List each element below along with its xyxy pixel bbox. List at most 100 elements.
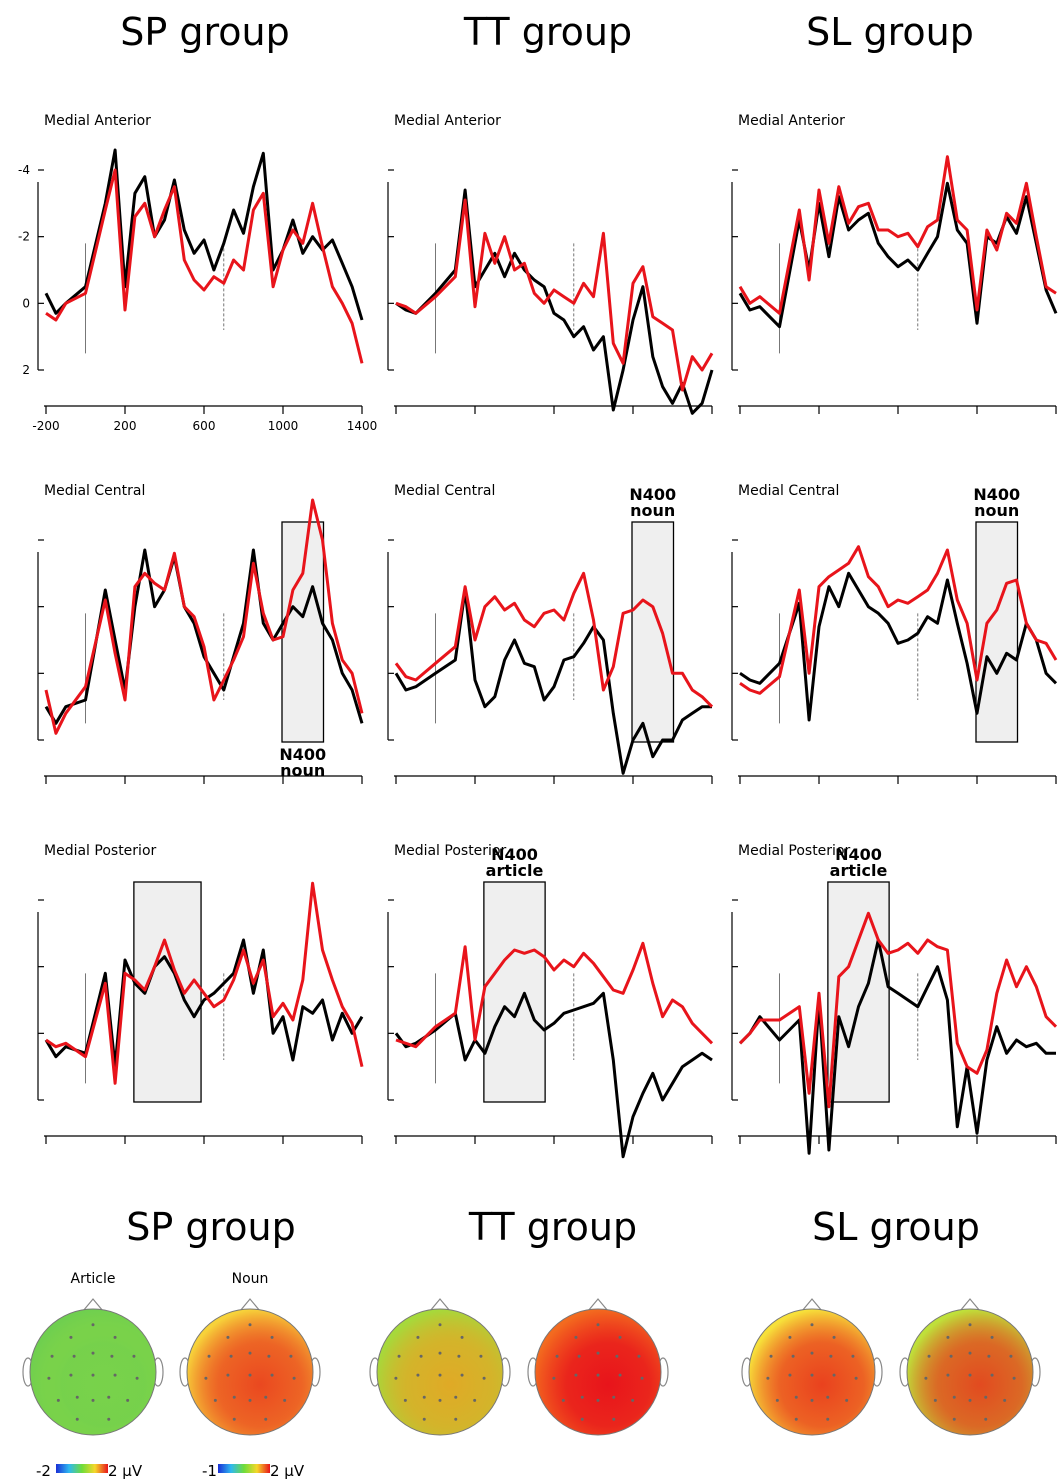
- electrode: [438, 1323, 442, 1327]
- x-tick-label: 1400: [347, 419, 378, 433]
- panel-sp-group-medial-posterior: Medial Posterior: [37, 843, 364, 1144]
- electrode: [984, 1417, 988, 1421]
- topo-label-article: Article: [71, 1271, 116, 1287]
- electrode: [810, 1373, 814, 1377]
- electrode: [949, 1354, 953, 1358]
- electrode: [479, 1354, 483, 1358]
- head-map: [376, 1308, 504, 1436]
- series-line-red: [44, 498, 364, 735]
- panel-title: Medial Anterior: [738, 113, 845, 129]
- electrode: [47, 1376, 51, 1380]
- electrode: [640, 1376, 644, 1380]
- topomap-tt-group-noun: [527, 1298, 669, 1436]
- electrode: [968, 1323, 972, 1327]
- nose: [801, 1298, 823, 1312]
- n400-label: noun: [630, 501, 675, 520]
- nose: [959, 1298, 981, 1312]
- electrode: [618, 1373, 622, 1377]
- electrode: [438, 1351, 442, 1355]
- topomap-sl-group-noun: [899, 1298, 1041, 1436]
- electrode: [968, 1373, 972, 1377]
- bottom-title-tt: TT group: [468, 1205, 637, 1249]
- electrode: [126, 1398, 130, 1402]
- n400-label: noun: [974, 501, 1019, 520]
- electrode: [631, 1398, 635, 1402]
- electrode: [394, 1376, 398, 1380]
- electrode: [482, 1376, 486, 1380]
- electrode: [460, 1373, 464, 1377]
- electrode: [990, 1373, 994, 1377]
- topomap-tt-group-article: [369, 1298, 511, 1436]
- panel-title: Medial Central: [738, 483, 839, 499]
- scale-noun-max: 2 μV: [270, 1462, 305, 1480]
- electrode: [473, 1398, 477, 1402]
- electrode: [990, 1335, 994, 1339]
- topomap-sl-group-article: [741, 1298, 883, 1436]
- electrode: [826, 1395, 830, 1399]
- panel-title: Medial Posterior: [394, 843, 507, 859]
- electrode: [968, 1351, 972, 1355]
- panel-tt-group-medial-anterior: Medial Anterior: [387, 113, 714, 415]
- electrode: [91, 1398, 95, 1402]
- electrode: [267, 1354, 271, 1358]
- electrode: [110, 1354, 114, 1358]
- series-line-red: [394, 571, 714, 708]
- electrode: [422, 1395, 426, 1399]
- electrode: [854, 1376, 858, 1380]
- erp-panels: Medial Anterior-200 200 600 1000 1400-4-202M…: [18, 113, 1058, 1159]
- electrode: [794, 1417, 798, 1421]
- series-line-black: [738, 181, 1058, 329]
- electrode: [91, 1373, 95, 1377]
- electrode: [56, 1398, 60, 1402]
- electrode: [416, 1335, 420, 1339]
- electrode: [574, 1373, 578, 1377]
- series-line-red: [45, 881, 364, 1085]
- n400-label: N400: [491, 845, 538, 864]
- nose: [239, 1298, 261, 1312]
- x-tick-label: 600: [193, 419, 216, 433]
- scale-noun-min: -1: [202, 1462, 217, 1480]
- electrode: [113, 1335, 117, 1339]
- electrode: [775, 1398, 779, 1402]
- top-title-sp: SP group: [120, 10, 289, 54]
- electrode: [232, 1417, 236, 1421]
- top-title-tt: TT group: [463, 10, 632, 54]
- electrode: [561, 1398, 565, 1402]
- electrode: [91, 1351, 95, 1355]
- scale-article-bar: [56, 1464, 108, 1473]
- electrode: [248, 1351, 252, 1355]
- electrode: [454, 1417, 458, 1421]
- electrode: [788, 1335, 792, 1339]
- electrode: [248, 1373, 252, 1377]
- electrode: [91, 1323, 95, 1327]
- series-line-red: [45, 168, 364, 364]
- electrode: [612, 1395, 616, 1399]
- top-title-sl: SL group: [806, 10, 974, 54]
- n400-window: [483, 881, 546, 1103]
- electrode: [596, 1398, 600, 1402]
- electrode: [791, 1354, 795, 1358]
- bottom-title-sl: SL group: [812, 1205, 980, 1249]
- electrode: [438, 1398, 442, 1402]
- electrode: [1003, 1398, 1007, 1402]
- topo-label-noun: Noun: [232, 1271, 269, 1287]
- n400-label: N400: [279, 745, 326, 764]
- x-tick-label: 1000: [268, 419, 299, 433]
- electrode: [946, 1373, 950, 1377]
- electrode: [984, 1395, 988, 1399]
- series-line-red: [739, 545, 1058, 695]
- nose: [429, 1298, 451, 1312]
- electrode: [826, 1417, 830, 1421]
- head-map: [534, 1308, 662, 1436]
- series-line-red: [395, 941, 714, 1049]
- electrode: [555, 1354, 559, 1358]
- electrode: [924, 1376, 928, 1380]
- electrode: [574, 1335, 578, 1339]
- nose: [82, 1298, 104, 1312]
- series-line-black: [739, 571, 1058, 722]
- electrode: [107, 1395, 111, 1399]
- n400-window: [975, 521, 1019, 743]
- electrode: [987, 1354, 991, 1358]
